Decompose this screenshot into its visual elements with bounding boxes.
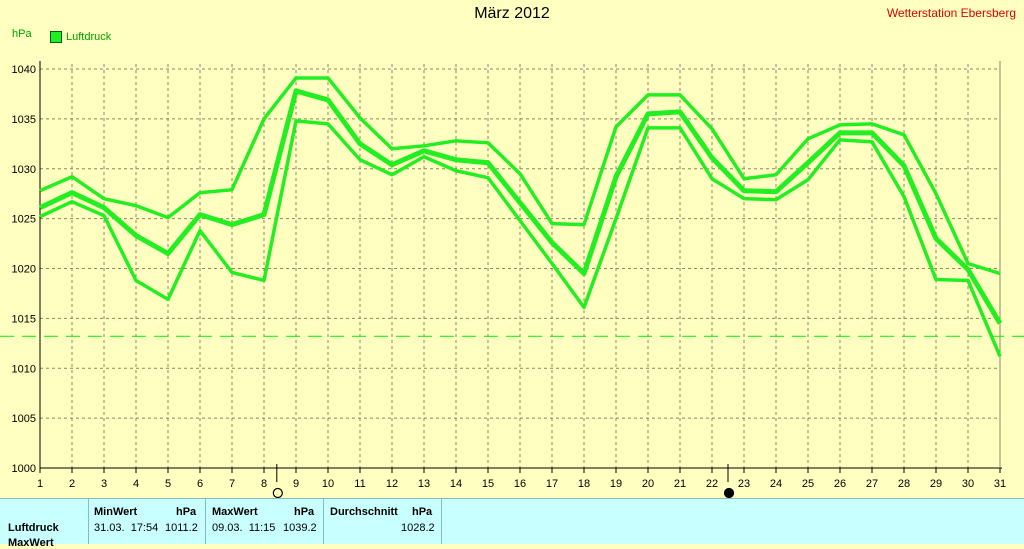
x-tick-label: 31 bbox=[994, 478, 1006, 490]
stats-separator bbox=[323, 499, 324, 544]
y-axis-unit: hPa bbox=[12, 28, 32, 40]
x-tick-label: 7 bbox=[229, 478, 235, 490]
x-tick-label: 28 bbox=[898, 478, 910, 490]
x-tick-label: 26 bbox=[834, 478, 846, 490]
x-tick-label: 23 bbox=[738, 478, 750, 490]
x-tick-label: 30 bbox=[962, 478, 974, 490]
y-tick-label: 1030 bbox=[12, 164, 36, 176]
chart-title: März 2012 bbox=[474, 5, 550, 22]
station-name: Wetterstation Ebersberg bbox=[886, 6, 1016, 20]
y-tick-label: 1015 bbox=[12, 313, 36, 325]
x-tick-label: 15 bbox=[482, 478, 494, 490]
series-line-avg bbox=[38, 88, 1003, 325]
stats-panel: Luftdruck MaxWert MinWert hPa 31.03. 17:… bbox=[0, 498, 1024, 549]
x-tick-label: 16 bbox=[514, 478, 526, 490]
legend: Luftdruck bbox=[50, 31, 111, 43]
min-header: MinWert bbox=[94, 506, 138, 518]
stats-separator bbox=[205, 499, 206, 544]
full-moon-icon bbox=[272, 487, 283, 498]
legend-swatch bbox=[50, 31, 62, 43]
stats-row-label: Luftdruck bbox=[8, 522, 59, 534]
x-tick-label: 2 bbox=[69, 478, 75, 490]
min-value: 1011.2 bbox=[165, 522, 198, 534]
avg-header: Durchschnitt bbox=[330, 506, 398, 518]
series-line-min bbox=[39, 119, 1002, 357]
y-tick-label: 1010 bbox=[12, 363, 36, 375]
avg-unit: hPa bbox=[412, 506, 433, 518]
series-line-max bbox=[39, 76, 1001, 276]
x-tick-label: 1 bbox=[37, 478, 43, 490]
stats-separator bbox=[441, 499, 442, 544]
x-tick-label: 8 bbox=[261, 478, 267, 490]
x-tick-label: 22 bbox=[706, 478, 718, 490]
x-tick-label: 27 bbox=[866, 478, 878, 490]
x-tick-label: 25 bbox=[802, 478, 814, 490]
x-tick-label: 9 bbox=[293, 478, 299, 490]
x-tick-label: 3 bbox=[101, 478, 107, 490]
y-tick-label: 1040 bbox=[12, 64, 36, 76]
legend-label: Luftdruck bbox=[66, 31, 112, 43]
y-tick-label: 1000 bbox=[12, 463, 36, 475]
x-tick-label: 13 bbox=[418, 478, 430, 490]
max-header: MaxWert bbox=[212, 506, 258, 518]
y-tick-label: 1020 bbox=[12, 264, 36, 276]
max-value: 1039.2 bbox=[283, 522, 317, 534]
x-tick-label: 18 bbox=[578, 478, 590, 490]
max-unit: hPa bbox=[294, 506, 315, 518]
max-time: 09.03. 11:15 bbox=[212, 522, 276, 534]
min-time: 31.03. 17:54 bbox=[94, 522, 159, 534]
x-tick-label: 24 bbox=[770, 478, 782, 490]
new-moon-icon bbox=[723, 487, 735, 498]
x-tick-label: 11 bbox=[354, 478, 365, 490]
y-tick-label: 1005 bbox=[12, 413, 36, 425]
x-tick-label: 6 bbox=[197, 478, 203, 490]
x-tick-label: 21 bbox=[674, 478, 686, 490]
y-tick-label: 1025 bbox=[12, 214, 36, 226]
x-tick-label: 29 bbox=[930, 478, 942, 490]
x-tick-label: 14 bbox=[450, 478, 462, 490]
x-tick-label: 4 bbox=[133, 478, 139, 490]
x-tick-label: 17 bbox=[546, 478, 558, 490]
stats-separator bbox=[88, 499, 89, 544]
x-tick-label: 20 bbox=[642, 478, 654, 490]
avg-value: 1028.2 bbox=[401, 522, 435, 534]
stats-row-label-2: MaxWert bbox=[8, 537, 54, 549]
x-tick-label: 5 bbox=[165, 478, 171, 490]
x-tick-label: 12 bbox=[386, 478, 398, 490]
min-unit: hPa bbox=[176, 506, 197, 518]
y-tick-label: 1035 bbox=[12, 114, 36, 126]
x-tick-label: 10 bbox=[322, 478, 334, 490]
x-tick-label: 19 bbox=[610, 478, 622, 490]
